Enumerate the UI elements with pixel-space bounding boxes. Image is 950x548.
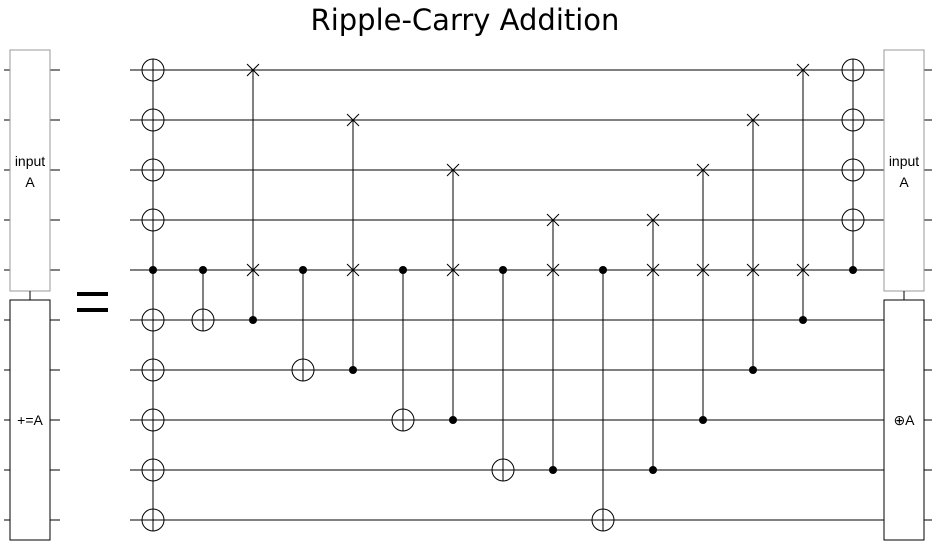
swap-cross-b [696,263,710,277]
control-dot [299,266,307,274]
right-add-gate-box [883,299,925,541]
left-add-gate-label: +=A [17,412,43,428]
swap-cross-b [796,263,810,277]
swap-cross-b [796,63,810,77]
equals-sign-text: = [92,299,93,301]
circuit-wires [130,69,884,521]
right-input-gate-box [883,49,925,292]
right-input-gate-label-line2: A [899,174,909,190]
swap-cross-b [346,263,360,277]
control-dot [849,266,857,274]
swap-cross-b [746,263,760,277]
left-input-gate-label-line2: A [25,174,35,190]
left-input-gate-box [9,49,51,292]
diagram-title: Ripple-Carry Addition [310,3,620,37]
control-dot [649,466,657,474]
control-dot [499,266,507,274]
control-dot [599,266,607,274]
control-dot [249,316,257,324]
swap-cross-b [446,163,460,177]
control-dot [749,366,757,374]
swap-cross-b [246,63,260,77]
equals-sign-bottom-bar [77,308,108,312]
swap-cross-b [746,113,760,127]
swap-cross-b [646,263,660,277]
control-dot [199,266,207,274]
control-dot [149,266,157,274]
left-input-gate-label-line1: input [15,153,45,169]
swap-cross-b [646,213,660,227]
swap-cross-b [696,163,710,177]
swap-cross-b [446,263,460,277]
control-dot [549,466,557,474]
swap-cross-b [546,213,560,227]
control-dot [349,366,357,374]
control-dot [799,316,807,324]
right-input-gate-label-line1: input [889,153,919,169]
left-add-gate-box [9,299,51,541]
swap-cross-b [546,263,560,277]
control-dot [399,266,407,274]
swap-cross-b [346,113,360,127]
equals-sign-top-bar [77,292,108,296]
circuit-gates [141,58,865,532]
control-dot [449,416,457,424]
control-dot [699,416,707,424]
swap-cross-b [246,263,260,277]
right-add-gate-label: ⊕A [893,412,915,428]
